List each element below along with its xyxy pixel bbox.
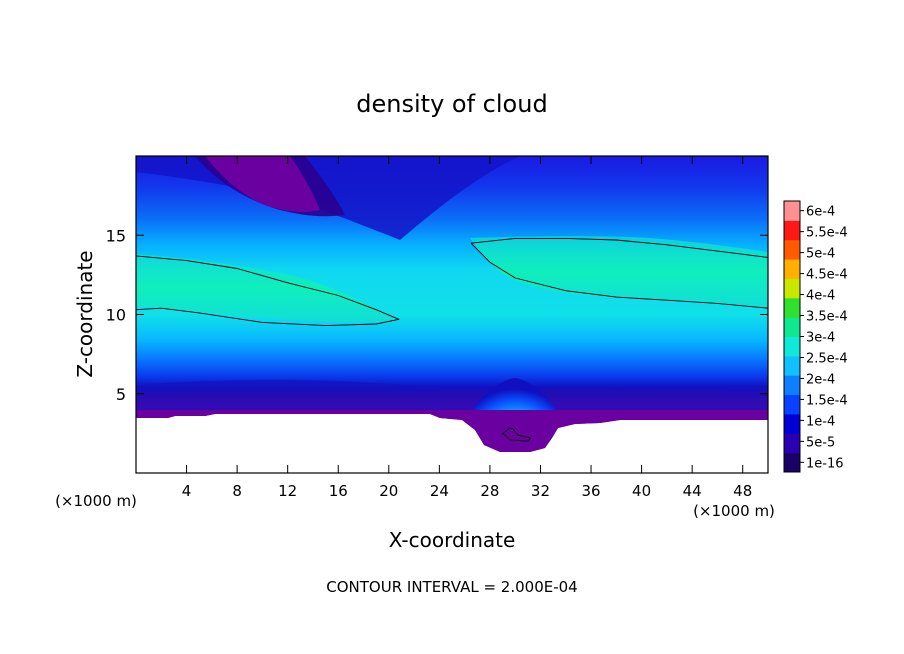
colorbar-swatch <box>784 220 800 241</box>
x-tick-label: 20 <box>379 482 398 500</box>
y-axis-label: Z-coordinate <box>73 250 97 377</box>
x-axis: 4 8 12 16 20 24 28 32 36 40 44 48 <box>182 156 752 500</box>
cloud-base-fringe <box>136 410 768 452</box>
x-tick-label: 36 <box>581 482 600 500</box>
y-tick-label: 10 <box>106 306 126 325</box>
colorbar-label: 2.5e-4 <box>806 351 848 366</box>
colorbar-swatch <box>784 452 800 473</box>
colorbar-swatch <box>784 413 800 434</box>
colorbar-swatch <box>784 278 800 299</box>
x-tick-label: 28 <box>480 482 499 500</box>
x-tick-label: 44 <box>683 482 702 500</box>
contour-interval-note: CONTOUR INTERVAL = 2.000E-04 <box>326 578 577 596</box>
y-unit-label: (×1000 m) <box>55 492 137 510</box>
x-tick-label: 32 <box>531 482 550 500</box>
colorbar-swatch <box>784 239 800 260</box>
x-tick-label: 16 <box>329 482 348 500</box>
colorbar-swatch <box>784 375 800 396</box>
x-tick-label: 8 <box>232 482 242 500</box>
y-tick-label: 5 <box>116 385 126 404</box>
chart-title: density of cloud <box>356 90 547 118</box>
colorbar-swatch <box>784 355 800 376</box>
cloud-free-region <box>136 414 768 473</box>
contour-lines <box>136 237 768 442</box>
colorbar-label: 2e-4 <box>806 372 835 387</box>
contour-line <box>470 237 768 309</box>
colorbar-label: 6e-4 <box>806 205 835 220</box>
teal-region-left <box>136 254 398 323</box>
x-tick-label: 12 <box>278 482 297 500</box>
y-tick-label: 15 <box>106 226 126 245</box>
minimum-density-core <box>205 156 320 213</box>
colorbar-swatch <box>784 297 800 318</box>
colorbar-swatch <box>784 394 800 415</box>
colorbar-label: 5e-4 <box>806 247 835 262</box>
colorbar-label: 5.5e-4 <box>806 226 848 241</box>
colorbar-swatch <box>784 201 800 221</box>
colorbar-label: 4.5e-4 <box>806 268 848 283</box>
colorbar-label: 3e-4 <box>806 331 835 346</box>
colorbar-label: 1e-4 <box>806 414 835 429</box>
colorbar-label: 3.5e-4 <box>806 310 848 325</box>
colorbar: 6e-4 5.5e-4 5e-4 4.5e-4 4e-4 3.5e-4 3e-4 2.5e-4… <box>783 200 848 473</box>
colorbar-swatch <box>784 433 800 454</box>
plot-area <box>136 156 768 473</box>
contour-line <box>502 428 531 442</box>
lower-blue-band <box>136 379 768 410</box>
colorbar-label: 1.5e-4 <box>806 393 848 408</box>
x-tick-label: 40 <box>632 482 651 500</box>
colorbar-swatch <box>784 336 800 357</box>
contour-line <box>136 255 400 327</box>
colorbar-swatch <box>784 317 800 337</box>
y-axis: 5 10 15 <box>106 226 768 404</box>
x-tick-label: 48 <box>733 482 752 500</box>
x-tick-label: 24 <box>430 482 449 500</box>
x-axis-label: X-coordinate <box>389 528 516 552</box>
colorbar-label: 1e-16 <box>806 456 844 471</box>
colorbar-label: 5e-5 <box>806 435 835 450</box>
colorbar-swatch <box>784 259 800 279</box>
x-unit-label: (×1000 m) <box>693 502 775 520</box>
x-tick-label: 4 <box>182 482 192 500</box>
colorbar-label: 4e-4 <box>806 289 835 304</box>
teal-region-right <box>470 236 768 308</box>
